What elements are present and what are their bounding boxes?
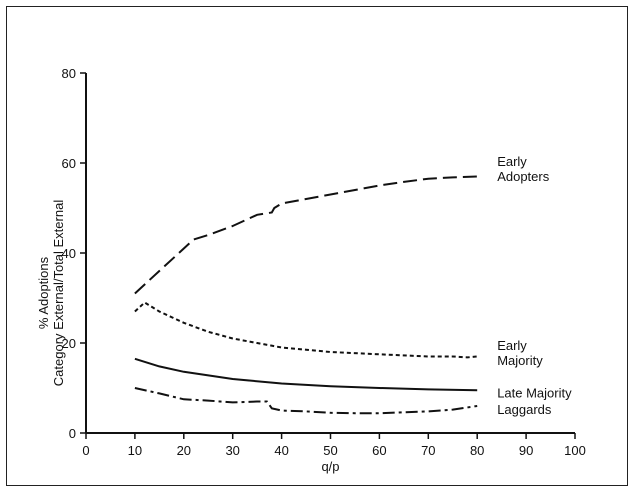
- x-tick-label: 90: [519, 443, 533, 458]
- x-tick-label: 100: [564, 443, 586, 458]
- x-tick-label: 60: [372, 443, 386, 458]
- x-ticks: 0 10 20 30 40 50 60 70 80 90 100: [82, 433, 586, 458]
- x-tick-label: 30: [225, 443, 239, 458]
- series-line-0: [134, 175, 478, 295]
- series-label-2: Late Majority: [497, 385, 572, 400]
- y-tick-label: 40: [62, 246, 76, 261]
- x-tick-label: 10: [128, 443, 142, 458]
- series-label-0: Early: [497, 154, 527, 169]
- series-label-1: Early: [497, 338, 527, 353]
- y-tick-label: 60: [62, 156, 76, 171]
- y-ticks: 0 20 40 60 80: [62, 66, 86, 441]
- y-tick-label: 80: [62, 66, 76, 81]
- x-tick-label: 20: [177, 443, 191, 458]
- y-axis-label: % Adoptions Category External/Total Exter…: [36, 200, 66, 387]
- series-label-3: Laggards: [497, 402, 552, 417]
- y-axis-label-line: % Adoptions: [36, 256, 51, 329]
- series-label-0: Adopters: [497, 169, 550, 184]
- series-lines: [134, 175, 478, 415]
- y-tick-label: 0: [69, 426, 76, 441]
- x-axis-label: q/p: [321, 459, 339, 474]
- x-tick-label: 80: [470, 443, 484, 458]
- axes: [85, 73, 575, 434]
- chart-frame: [6, 6, 628, 486]
- x-tick-label: 70: [421, 443, 435, 458]
- series-line-2: [134, 357, 478, 392]
- y-tick-label: 20: [62, 336, 76, 351]
- x-tick-label: 0: [82, 443, 89, 458]
- x-tick-label: 50: [323, 443, 337, 458]
- y-axis-label-line: Category External/Total External: [51, 200, 66, 387]
- series-line-3: [134, 387, 478, 415]
- series-line-1: [134, 301, 478, 359]
- series-label-1: Majority: [497, 353, 543, 368]
- x-tick-label: 40: [274, 443, 288, 458]
